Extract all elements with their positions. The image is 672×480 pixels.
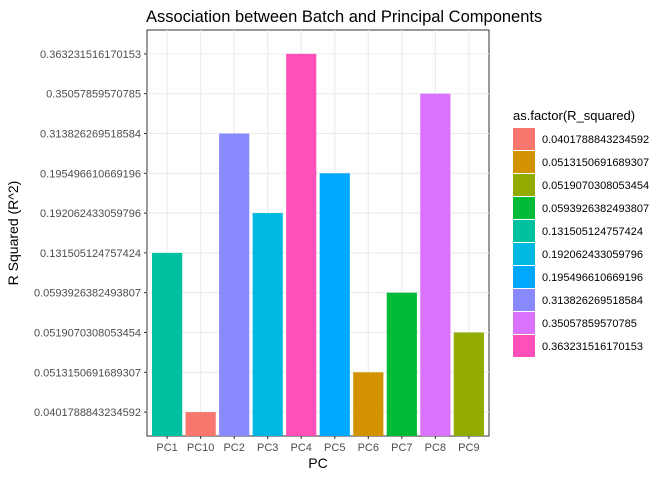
- x-tick-label: PC8: [425, 442, 446, 454]
- legend-swatch: [513, 243, 535, 265]
- y-tick-label: 0.0401788843234592: [34, 407, 141, 419]
- x-tick-label: PC1: [156, 442, 177, 454]
- bar: [219, 133, 250, 437]
- legend-label: 0.0593926382493807: [542, 203, 649, 215]
- legend-swatch: [513, 335, 535, 357]
- legend-label: 0.0519070308053454: [542, 180, 649, 192]
- y-tick-label: 0.35057859570785: [46, 89, 141, 101]
- legend-swatch: [513, 220, 535, 242]
- bar: [420, 93, 451, 436]
- chart-title: Association between Batch and Principal …: [146, 8, 542, 26]
- x-tick-labels: PC1 PC10 PC2 PC3 PC4 PC5 PC6 PC7 PC8 PC9: [156, 436, 480, 454]
- legend-label: 0.195496610669196: [542, 272, 643, 284]
- legend: as.factor(R_squared) 0.04017888432345920…: [513, 108, 649, 357]
- legend-swatch: [513, 312, 535, 334]
- y-tick-label: 0.313826269518584: [40, 128, 141, 140]
- y-tick-label: 0.0593926382493807: [34, 288, 141, 300]
- legend-label: 0.0513150691689307: [542, 157, 649, 169]
- legend-label: 0.363231516170153: [542, 341, 643, 353]
- y-tick-label: 0.0513150691689307: [34, 367, 141, 379]
- x-tick-label: PC4: [291, 442, 312, 454]
- x-tick-label: PC6: [358, 442, 379, 454]
- x-tick-label: PC7: [391, 442, 412, 454]
- y-axis-title: R Squared (R^2): [5, 181, 21, 286]
- bar: [286, 53, 317, 436]
- bar: [252, 213, 283, 436]
- legend-label: 0.0401788843234592: [542, 134, 649, 146]
- bar: [185, 412, 216, 436]
- y-tick-label: 0.0519070308053454: [34, 328, 141, 340]
- legend-swatch: [513, 174, 535, 196]
- legend-swatch: [513, 151, 535, 173]
- legend-swatch: [513, 266, 535, 288]
- y-tick-label: 0.363231516170153: [40, 49, 141, 61]
- legend-label: 0.35057859570785: [542, 318, 637, 330]
- legend-swatch: [513, 128, 535, 150]
- y-tick-labels: 0.0401788843234592 0.0513150691689307 0.05…: [34, 49, 147, 419]
- y-tick-label: 0.131505124757424: [40, 248, 141, 260]
- legend-label: 0.192062433059796: [542, 249, 643, 261]
- legend-label: 0.131505124757424: [542, 226, 643, 238]
- x-tick-label: PC2: [223, 442, 244, 454]
- legend-label: 0.313826269518584: [542, 295, 643, 307]
- legend-items: 0.0401788843234592 0.0513150691689307 0.05…: [513, 128, 649, 357]
- legend-title: as.factor(R_squared): [513, 108, 635, 123]
- bar: [353, 372, 384, 436]
- x-tick-label: PC5: [324, 442, 345, 454]
- y-tick-label: 0.195496610669196: [40, 168, 141, 180]
- x-axis-title: PC: [308, 455, 327, 471]
- bar: [453, 332, 484, 436]
- bar: [152, 252, 183, 436]
- legend-swatch: [513, 197, 535, 219]
- x-tick-label: PC10: [187, 442, 215, 454]
- legend-swatch: [513, 289, 535, 311]
- y-tick-label: 0.192062433059796: [40, 208, 141, 220]
- x-tick-label: PC9: [458, 442, 479, 454]
- bar: [386, 292, 417, 436]
- bar: [319, 173, 350, 436]
- x-tick-label: PC3: [257, 442, 278, 454]
- bars: [152, 53, 484, 437]
